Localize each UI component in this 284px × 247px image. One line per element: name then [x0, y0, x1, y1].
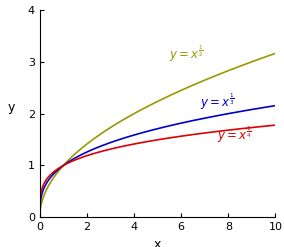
Text: $y = x^{\frac{1}{3}}$: $y = x^{\frac{1}{3}}$ — [200, 92, 235, 112]
X-axis label: x: x — [154, 238, 161, 247]
Text: $y = x^{\frac{1}{4}}$: $y = x^{\frac{1}{4}}$ — [217, 125, 251, 145]
Y-axis label: y: y — [8, 101, 15, 114]
Text: $y = x^{\frac{1}{2}}$: $y = x^{\frac{1}{2}}$ — [169, 44, 204, 64]
